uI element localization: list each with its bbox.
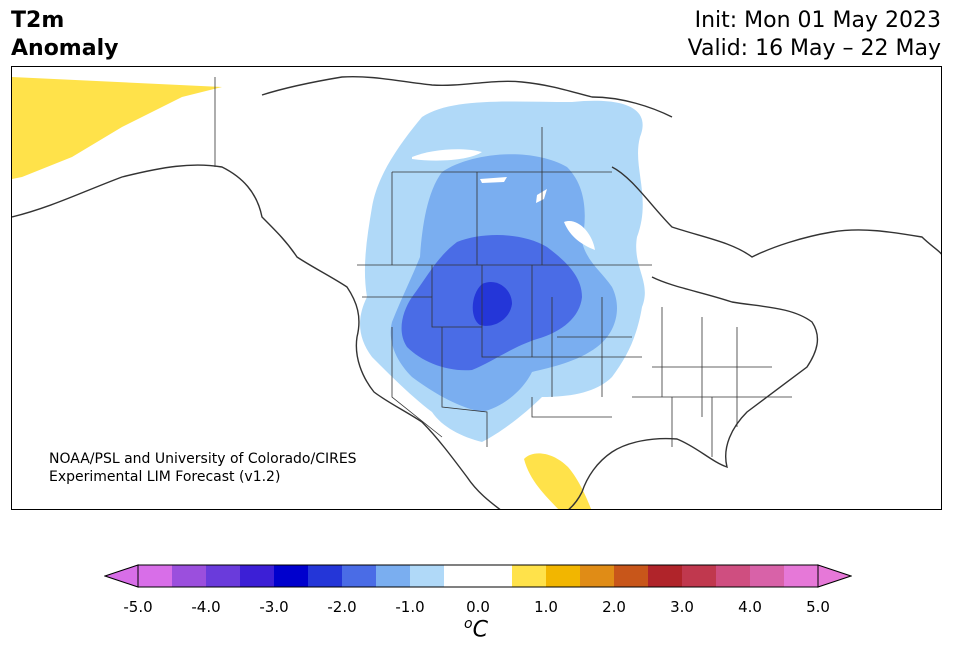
colorbar-frame: [137, 564, 819, 588]
colorbar-segment: [648, 565, 683, 587]
colorbar-segment: [614, 565, 649, 587]
init-date: Init: Mon 01 May 2023: [694, 8, 941, 33]
colorbar-tick-label: -5.0: [123, 598, 153, 616]
colorbar-segment: [410, 565, 445, 587]
map-svg: [12, 75, 941, 509]
colorbar-tick-label: -2.0: [327, 598, 357, 616]
colorbar-tick-label: -4.0: [191, 598, 221, 616]
colorbar-tick-label: -3.0: [259, 598, 289, 616]
political-borders: [214, 77, 792, 457]
colorbar-segment: [342, 565, 377, 587]
colorbar-segment: [512, 565, 547, 587]
title-line-1: T2m: [11, 8, 65, 33]
colorbar-under-arrow: [104, 564, 139, 588]
colorbar-segment: [784, 565, 819, 587]
colorbar-segment: [682, 565, 717, 587]
lake-hole-3: [536, 189, 547, 203]
colorbar-segment: [172, 565, 207, 587]
unit-base: C: [472, 617, 488, 643]
colorbar-tick-label: 1.0: [534, 598, 558, 616]
alaska-warm-anomaly: [12, 77, 222, 179]
credit-line-2: Experimental LIM Forecast (v1.2): [49, 469, 281, 485]
lake-hole-1: [412, 149, 482, 161]
colorbar-tick-label: 5.0: [806, 598, 830, 616]
unit-superscript: o: [464, 616, 473, 632]
credit-line-1: NOAA/PSL and University of Colorado/CIRE…: [49, 451, 357, 467]
colorbar-segment: [444, 565, 479, 587]
colorbar-unit: oC: [464, 616, 488, 642]
colorbar: [104, 564, 852, 588]
colorbar-tick-label: 4.0: [738, 598, 762, 616]
valid-range: Valid: 16 May – 22 May: [687, 36, 941, 61]
colorbar-over-arrow: [817, 564, 852, 588]
colorbar-segment: [240, 565, 275, 587]
forecast-dates: Init: Mon 01 May 2023 Valid: 16 May – 22…: [688, 7, 941, 63]
colorbar-segment: [750, 565, 785, 587]
mexico-warm-anomaly: [524, 453, 592, 509]
colorbar-segment: [478, 565, 513, 587]
colorbar-segment: [274, 565, 309, 587]
colorbar-tick-label: 2.0: [602, 598, 626, 616]
cool-anomaly-core: [472, 281, 512, 326]
colorbar-segment: [308, 565, 343, 587]
colorbar-segment: [716, 565, 751, 587]
credit-text: NOAA/PSL and University of Colorado/CIRE…: [49, 450, 357, 486]
colorbar-tick-label: -1.0: [395, 598, 425, 616]
coastlines: [12, 75, 941, 509]
colorbar-tick-label: 0.0: [466, 598, 490, 616]
colorbar-segment: [376, 565, 411, 587]
lake-hole-4: [564, 221, 595, 250]
colorbar-segment: [580, 565, 615, 587]
anomaly-map: [11, 66, 942, 510]
colorbar-segment: [138, 565, 173, 587]
colorbar-segment: [546, 565, 581, 587]
map-title: T2m Anomaly: [11, 7, 118, 63]
colorbar-segment: [206, 565, 241, 587]
title-line-2: Anomaly: [11, 36, 119, 61]
colorbar-tick-label: 3.0: [670, 598, 694, 616]
lake-hole-2: [480, 177, 507, 183]
